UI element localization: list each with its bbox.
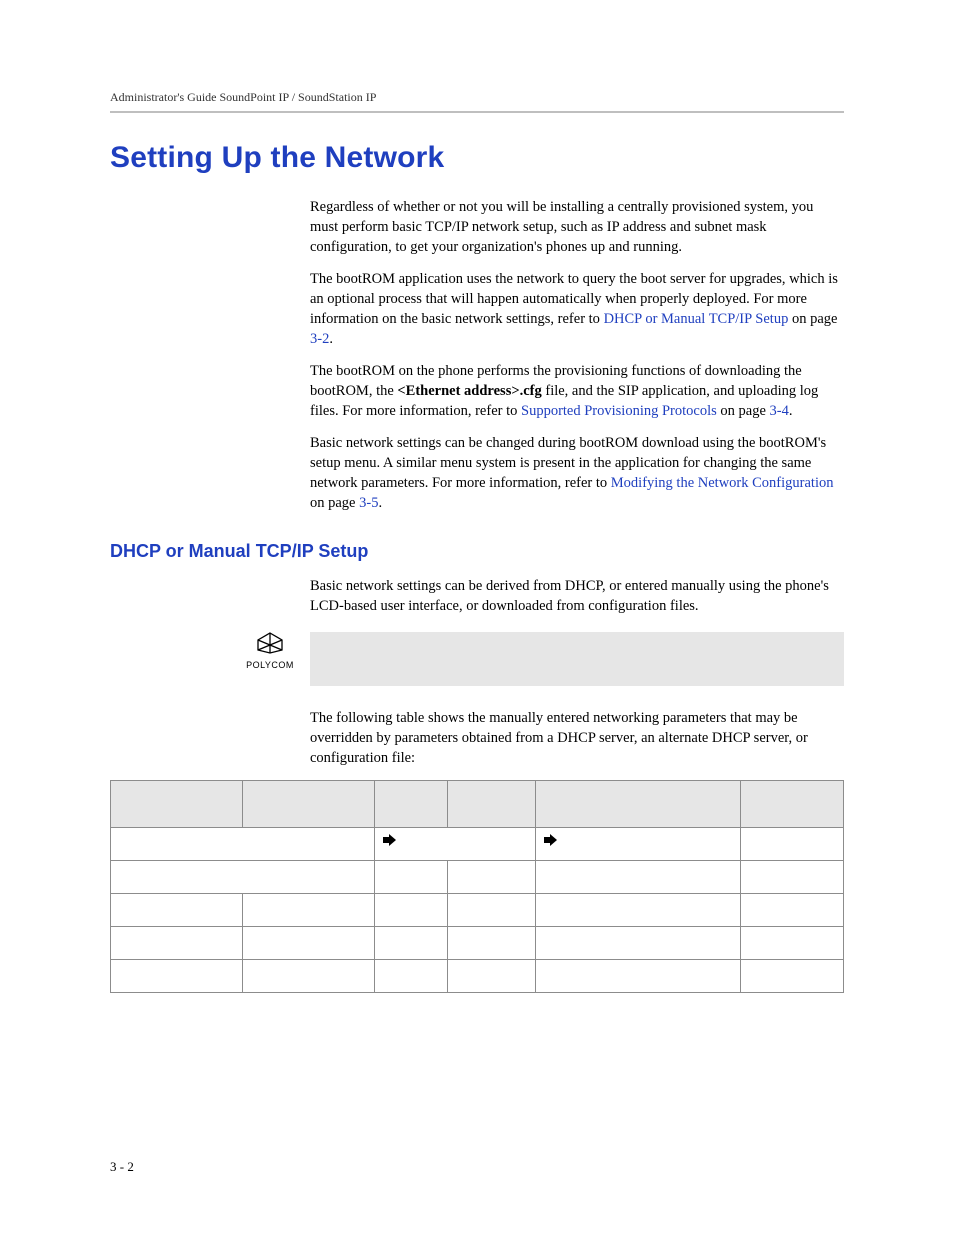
table-cell [374, 861, 447, 894]
table-cell [374, 927, 447, 960]
text: on page [310, 495, 359, 511]
table-row [111, 861, 844, 894]
running-header: Administrator's Guide SoundPoint IP / So… [110, 90, 844, 105]
parameters-table [110, 780, 844, 993]
paragraph-4: Basic network settings can be changed du… [310, 433, 844, 513]
table-cell [374, 894, 447, 927]
sub-paragraph-1: Basic network settings can be derived fr… [310, 576, 844, 616]
sub-paragraph-2: The following table shows the manually e… [310, 708, 844, 768]
table-header [242, 781, 374, 828]
table-cell [111, 960, 243, 993]
text: . [378, 495, 382, 511]
table-cell [448, 927, 536, 960]
table-row [111, 960, 844, 993]
table-cell [741, 927, 844, 960]
page-title: Setting Up the Network [110, 141, 844, 175]
page: Administrator's Guide SoundPoint IP / So… [0, 0, 954, 1235]
link-supported-protocols[interactable]: Supported Provisioning Protocols [521, 403, 717, 419]
table-cell [536, 927, 741, 960]
table-cell [536, 894, 741, 927]
text: . [329, 331, 333, 347]
body-column-3: The following table shows the manually e… [310, 708, 844, 768]
table-cell [741, 894, 844, 927]
table-cell-arrow [536, 828, 741, 861]
table-header [111, 781, 243, 828]
note-block: POLYCOM [110, 632, 844, 686]
table-cell [374, 960, 447, 993]
bold-filename: <Ethernet address>.cfg [397, 383, 541, 399]
table-cell [448, 894, 536, 927]
table-header [448, 781, 536, 828]
table-row [111, 894, 844, 927]
text: on page [717, 403, 770, 419]
section-heading-dhcp: DHCP or Manual TCP/IP Setup [110, 541, 844, 562]
link-page-3-2[interactable]: 3-2 [310, 331, 329, 347]
table-cell [536, 861, 741, 894]
table-cell [741, 861, 844, 894]
link-page-3-5[interactable]: 3-5 [359, 495, 378, 511]
table-header [536, 781, 741, 828]
polycom-logo: POLYCOM [240, 632, 300, 670]
table-row [111, 927, 844, 960]
table-row [111, 828, 844, 861]
logo-icon [256, 634, 284, 659]
arrow-right-icon [383, 835, 395, 845]
table-cell-arrow [374, 828, 535, 861]
paragraph-3: The bootROM on the phone performs the pr… [310, 361, 844, 421]
table-header [374, 781, 447, 828]
table-cell [448, 861, 536, 894]
link-dhcp-manual[interactable]: DHCP or Manual TCP/IP Setup [604, 311, 789, 327]
logo-brand-text: POLYCOM [240, 661, 300, 670]
table-cell [242, 894, 374, 927]
table-cell [111, 927, 243, 960]
table-header [741, 781, 844, 828]
table-cell [741, 828, 844, 861]
table-cell [111, 894, 243, 927]
table-cell [111, 861, 375, 894]
table-cell [741, 960, 844, 993]
header-rule [110, 111, 844, 113]
table-cell [448, 960, 536, 993]
table-cell [242, 927, 374, 960]
paragraph-1: Regardless of whether or not you will be… [310, 197, 844, 257]
body-column: Regardless of whether or not you will be… [310, 197, 844, 513]
page-number: 3 - 2 [110, 1159, 134, 1175]
link-modifying-network[interactable]: Modifying the Network Configuration [611, 475, 834, 491]
table-header-row [111, 781, 844, 828]
body-column-2: Basic network settings can be derived fr… [310, 576, 844, 616]
text: . [789, 403, 793, 419]
paragraph-2: The bootROM application uses the network… [310, 269, 844, 349]
table-cell [536, 960, 741, 993]
text: on page [788, 311, 837, 327]
link-page-3-4[interactable]: 3-4 [770, 403, 789, 419]
table-cell [111, 828, 375, 861]
note-box [310, 632, 844, 686]
table-cell [242, 960, 374, 993]
arrow-right-icon [544, 835, 556, 845]
